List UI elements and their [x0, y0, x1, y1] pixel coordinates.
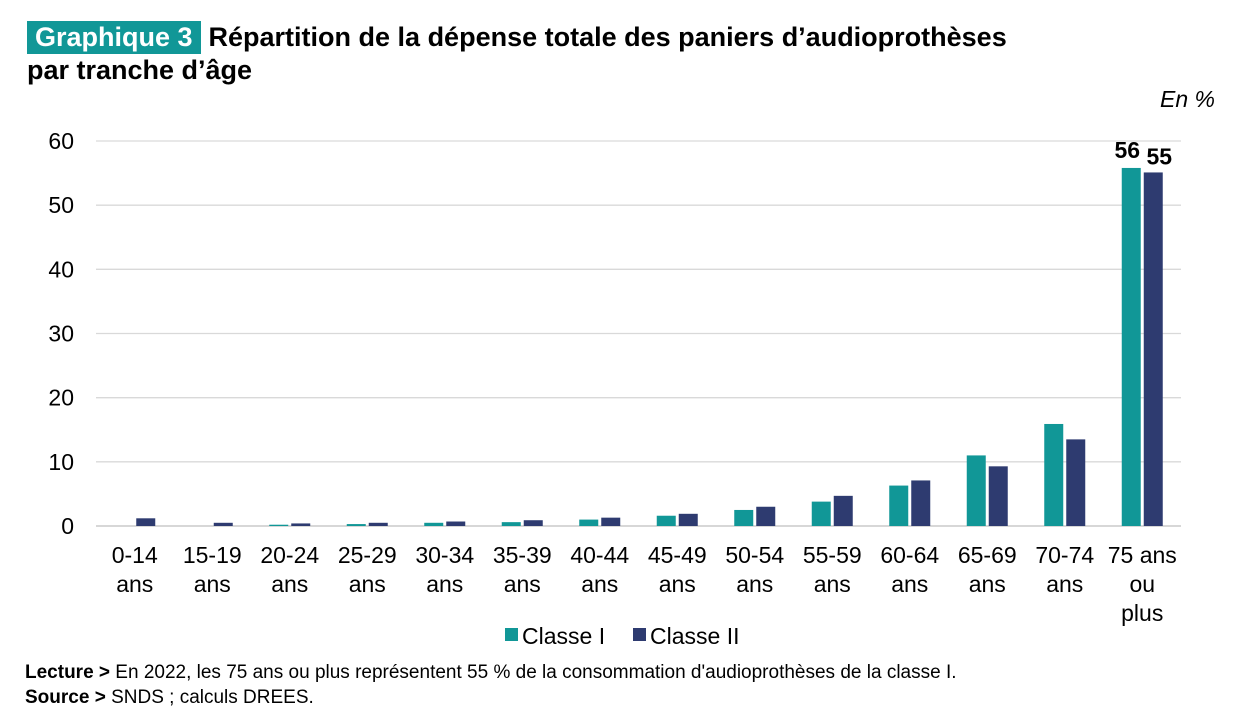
x-tick-label: ans [969, 571, 1006, 597]
bar-classe-ii [136, 518, 156, 526]
bar-classe-ii [678, 513, 698, 526]
bar-classe-ii [1143, 172, 1163, 527]
x-tick-label: ans [426, 571, 463, 597]
x-tick-label: plus [1121, 600, 1163, 626]
bar-classe-i [424, 522, 444, 526]
x-tick-label: ans [659, 571, 696, 597]
bar-classe-ii [1066, 439, 1086, 526]
bar-classe-ii [446, 521, 466, 526]
y-tick-label: 40 [48, 256, 74, 282]
data-label: 56 [1114, 137, 1140, 163]
x-tick-label: 0-14 [112, 542, 158, 568]
bar-classe-ii [756, 506, 776, 526]
bar-classe-i [656, 515, 676, 526]
y-tick-label: 0 [61, 513, 74, 539]
source-label: Source > [25, 687, 106, 708]
x-tick-label: 40-44 [570, 542, 629, 568]
x-tick-label: 70-74 [1035, 542, 1094, 568]
bar-classe-i [346, 524, 366, 526]
lecture-label: Lecture > [25, 662, 111, 683]
bar-classe-i [579, 519, 599, 526]
x-tick-label: ou [1129, 571, 1155, 597]
y-tick-label: 20 [48, 385, 74, 411]
bar-classe-ii [291, 523, 311, 526]
bar-classe-i [1121, 167, 1141, 526]
x-tick-label: 50-54 [725, 542, 784, 568]
source-text: SNDS ; calculs DREES. [105, 687, 314, 708]
title-line-2: par tranche d’âge [27, 55, 253, 85]
x-tick-label: ans [891, 571, 928, 597]
bar-classe-ii [523, 520, 543, 526]
x-tick-label: 25-29 [338, 542, 397, 568]
x-tick-label: 15-19 [183, 542, 242, 568]
bar-classe-i [1044, 423, 1064, 526]
x-tick-label: ans [116, 571, 153, 597]
source-note: Source > SNDS ; calculs DREES. [25, 686, 314, 710]
y-tick-label: 60 [48, 128, 74, 154]
bar-classe-i [811, 501, 831, 526]
x-tick-label: ans [581, 571, 618, 597]
x-tick-label: ans [504, 571, 541, 597]
title-line-1: Répartition de la dépense totale des pan… [208, 22, 1007, 52]
x-tick-label: 60-64 [880, 542, 939, 568]
chart-title: Graphique 3 Répartition de la dépense to… [27, 20, 1127, 85]
unit-label: En % [1160, 86, 1215, 112]
x-tick-label: ans [736, 571, 773, 597]
bar-classe-ii [368, 522, 388, 526]
legend-swatch [633, 628, 646, 641]
data-label: 55 [1146, 143, 1172, 169]
bar-classe-ii [988, 466, 1008, 526]
legend-label: Classe II [650, 623, 739, 649]
lecture-text: En 2022, les 75 ans ou plus représentent… [110, 662, 957, 683]
y-tick-label: 10 [48, 449, 74, 475]
x-tick-label: 55-59 [803, 542, 862, 568]
y-tick-label: 50 [48, 192, 74, 218]
lecture-note: Lecture > En 2022, les 75 ans ou plus re… [25, 661, 957, 685]
x-tick-label: 30-34 [415, 542, 474, 568]
bar-classe-ii [833, 495, 853, 526]
bar-classe-ii [213, 522, 233, 526]
legend-label: Classe I [522, 623, 605, 649]
bar-classe-i [734, 509, 754, 526]
x-tick-label: 75 ans [1108, 542, 1177, 568]
y-tick-label: 30 [48, 321, 74, 347]
x-tick-label: ans [349, 571, 386, 597]
x-tick-label: ans [1046, 571, 1083, 597]
bar-classe-i [501, 522, 521, 526]
x-tick-label: ans [814, 571, 851, 597]
bar-classe-i [889, 485, 909, 526]
x-tick-label: 20-24 [260, 542, 319, 568]
legend-swatch [505, 628, 518, 641]
figure-badge: Graphique 3 [27, 20, 201, 54]
bar-classe-i [269, 524, 289, 526]
x-tick-label: ans [194, 571, 231, 597]
bar-classe-ii [911, 480, 931, 526]
bar-classe-ii [601, 517, 621, 526]
x-tick-label: 65-69 [958, 542, 1017, 568]
bar-classe-i [966, 455, 986, 526]
x-tick-label: 35-39 [493, 542, 552, 568]
x-tick-label: ans [271, 571, 308, 597]
x-tick-label: 45-49 [648, 542, 707, 568]
